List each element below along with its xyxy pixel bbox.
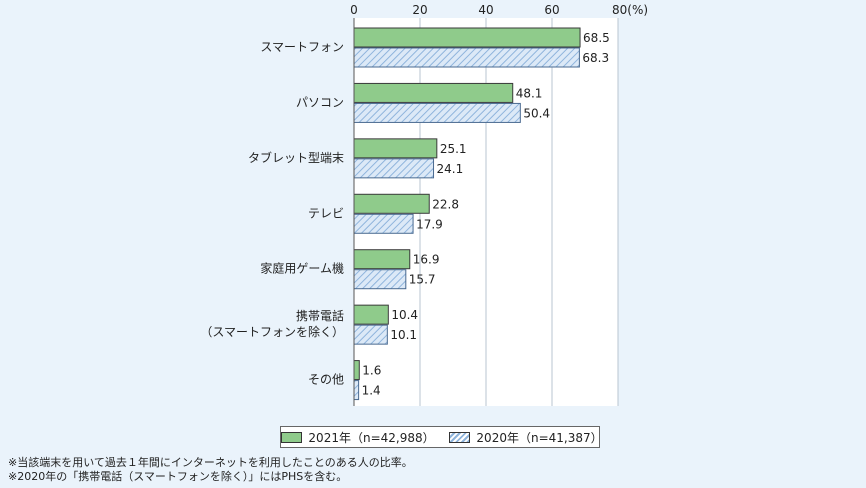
bars <box>353 27 581 401</box>
x-tick-label: 60 <box>544 3 559 17</box>
data-label: 15.7 <box>409 273 436 287</box>
data-label: 1.6 <box>362 364 381 378</box>
footnotes: ※当該端末を用いて過去１年間にインターネットを利用したことのある人の比率。 ※2… <box>8 456 413 484</box>
data-label: 68.3 <box>582 51 609 65</box>
category-label: テレビ <box>308 206 344 220</box>
bar-2020 <box>353 158 435 179</box>
bar-2020 <box>353 102 521 123</box>
bar-2021 <box>353 249 411 270</box>
legend-label-2021: 2021年（n=42,988） <box>308 430 435 445</box>
data-label: 24.1 <box>437 162 464 176</box>
bar-2021 <box>353 27 581 48</box>
bar-2021 <box>353 138 438 159</box>
data-label: 17.9 <box>416 217 443 231</box>
data-label: 25.1 <box>440 142 467 156</box>
category-label: スマートフォン <box>260 40 344 54</box>
footnote-2: ※2020年の「携帯電話（スマートフォンを除く）」にはPHSを含む。 <box>8 470 348 483</box>
data-label: 10.1 <box>390 328 417 342</box>
data-label: 22.8 <box>432 197 459 211</box>
bar-chart: 0 20 40 60 80(%) 68.5 68.3 48.1 50.4 25.1 24.1 22.… <box>200 3 648 406</box>
legend-swatch-2021 <box>281 431 303 443</box>
category-label: タブレット型端末 <box>248 150 344 165</box>
legend-item-2021: 2021年（n=42,988） <box>281 429 435 446</box>
legend: 2021年（n=42,988） 2020年（n=41,387） <box>280 426 603 448</box>
x-tick-label: 20 <box>412 3 427 17</box>
category-label: （スマートフォンを除く） <box>200 324 344 339</box>
data-label: 10.4 <box>391 308 418 322</box>
bar-2021 <box>353 304 389 325</box>
value-labels: 68.5 68.3 48.1 50.4 25.1 24.1 22.8 17.9 16.9 15.7… <box>362 31 610 398</box>
bar-2021 <box>353 82 514 103</box>
data-label: 1.4 <box>362 384 381 398</box>
data-label: 68.5 <box>583 31 610 45</box>
data-label: 16.9 <box>413 253 440 267</box>
bar-2020 <box>353 47 580 68</box>
bar-2021 <box>353 360 360 381</box>
bar-2021 <box>353 193 430 214</box>
x-axis-unit-label: 80(%) <box>612 3 648 17</box>
x-tick-label: 0 <box>350 3 358 17</box>
gridlines <box>419 18 619 406</box>
x-axis-ticks: 0 20 40 60 80(%) <box>350 3 648 17</box>
category-label: 家庭用ゲーム機 <box>260 261 344 276</box>
data-label: 50.4 <box>523 106 550 120</box>
category-label: パソコン <box>296 95 344 109</box>
bar-2020 <box>353 269 407 290</box>
bar-2020 <box>353 213 414 234</box>
x-tick-label: 40 <box>478 3 493 17</box>
category-label: その他 <box>308 373 344 387</box>
footnote-1: ※当該端末を用いて過去１年間にインターネットを利用したことのある人の比率。 <box>8 456 413 469</box>
legend-item-2020: 2020年（n=41,387） <box>449 429 603 446</box>
bar-2020 <box>353 324 388 345</box>
legend-label-2020: 2020年（n=41,387） <box>476 430 603 445</box>
category-label: 携帯電話 <box>296 308 344 323</box>
data-label: 48.1 <box>516 86 543 100</box>
category-labels: スマートフォンパソコンタブレット型端末テレビ家庭用ゲーム機携帯電話（スマートフォ… <box>200 40 344 387</box>
legend-swatch-2020 <box>449 431 471 443</box>
bar-2020 <box>353 380 360 401</box>
